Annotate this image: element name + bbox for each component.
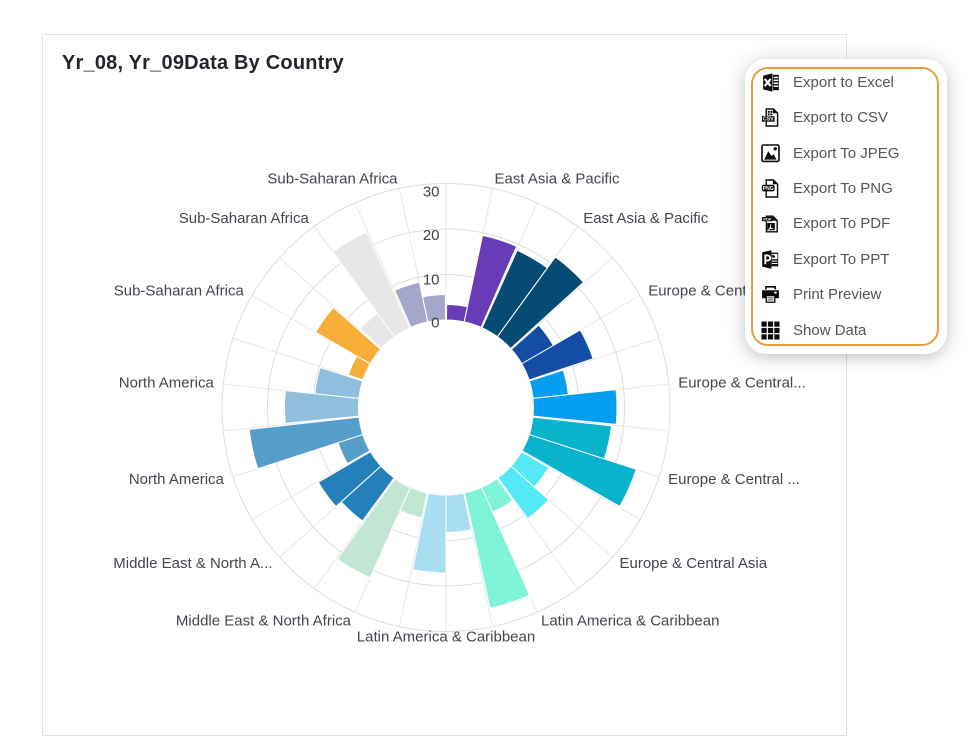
svg-text:20: 20	[423, 227, 440, 244]
svg-text:Middle East & North Africa: Middle East & North Africa	[176, 612, 352, 629]
svg-text:East Asia & Pacific: East Asia & Pacific	[583, 210, 709, 227]
svg-text:Europe & Central Asia: Europe & Central Asia	[620, 555, 768, 572]
svg-text:10: 10	[423, 272, 440, 289]
svg-text:North America: North America	[119, 375, 215, 392]
svg-text:Europe & Central...: Europe & Central...	[678, 375, 806, 392]
svg-text:CSV: CSV	[762, 117, 773, 123]
svg-text:0: 0	[431, 314, 439, 331]
svg-text:Sub-Saharan Africa: Sub-Saharan Africa	[179, 210, 310, 227]
svg-text:Europe & Central ...: Europe & Central ...	[668, 471, 800, 488]
svg-text:Sub-Saharan Africa: Sub-Saharan Africa	[267, 171, 398, 188]
svg-text:Middle East & North A...: Middle East & North A...	[113, 555, 272, 572]
svg-text:East Asia & Pacific: East Asia & Pacific	[495, 171, 621, 188]
svg-text:North America: North America	[129, 471, 225, 488]
svg-text:Latin America & Caribbean: Latin America & Caribbean	[357, 629, 535, 646]
svg-text:PNG: PNG	[762, 186, 773, 192]
svg-text:30: 30	[423, 184, 440, 201]
svg-text:Latin America & Caribbean: Latin America & Caribbean	[541, 612, 719, 629]
svg-text:Sub-Saharan Africa: Sub-Saharan Africa	[114, 282, 245, 299]
svg-text:PDF: PDF	[763, 217, 772, 222]
